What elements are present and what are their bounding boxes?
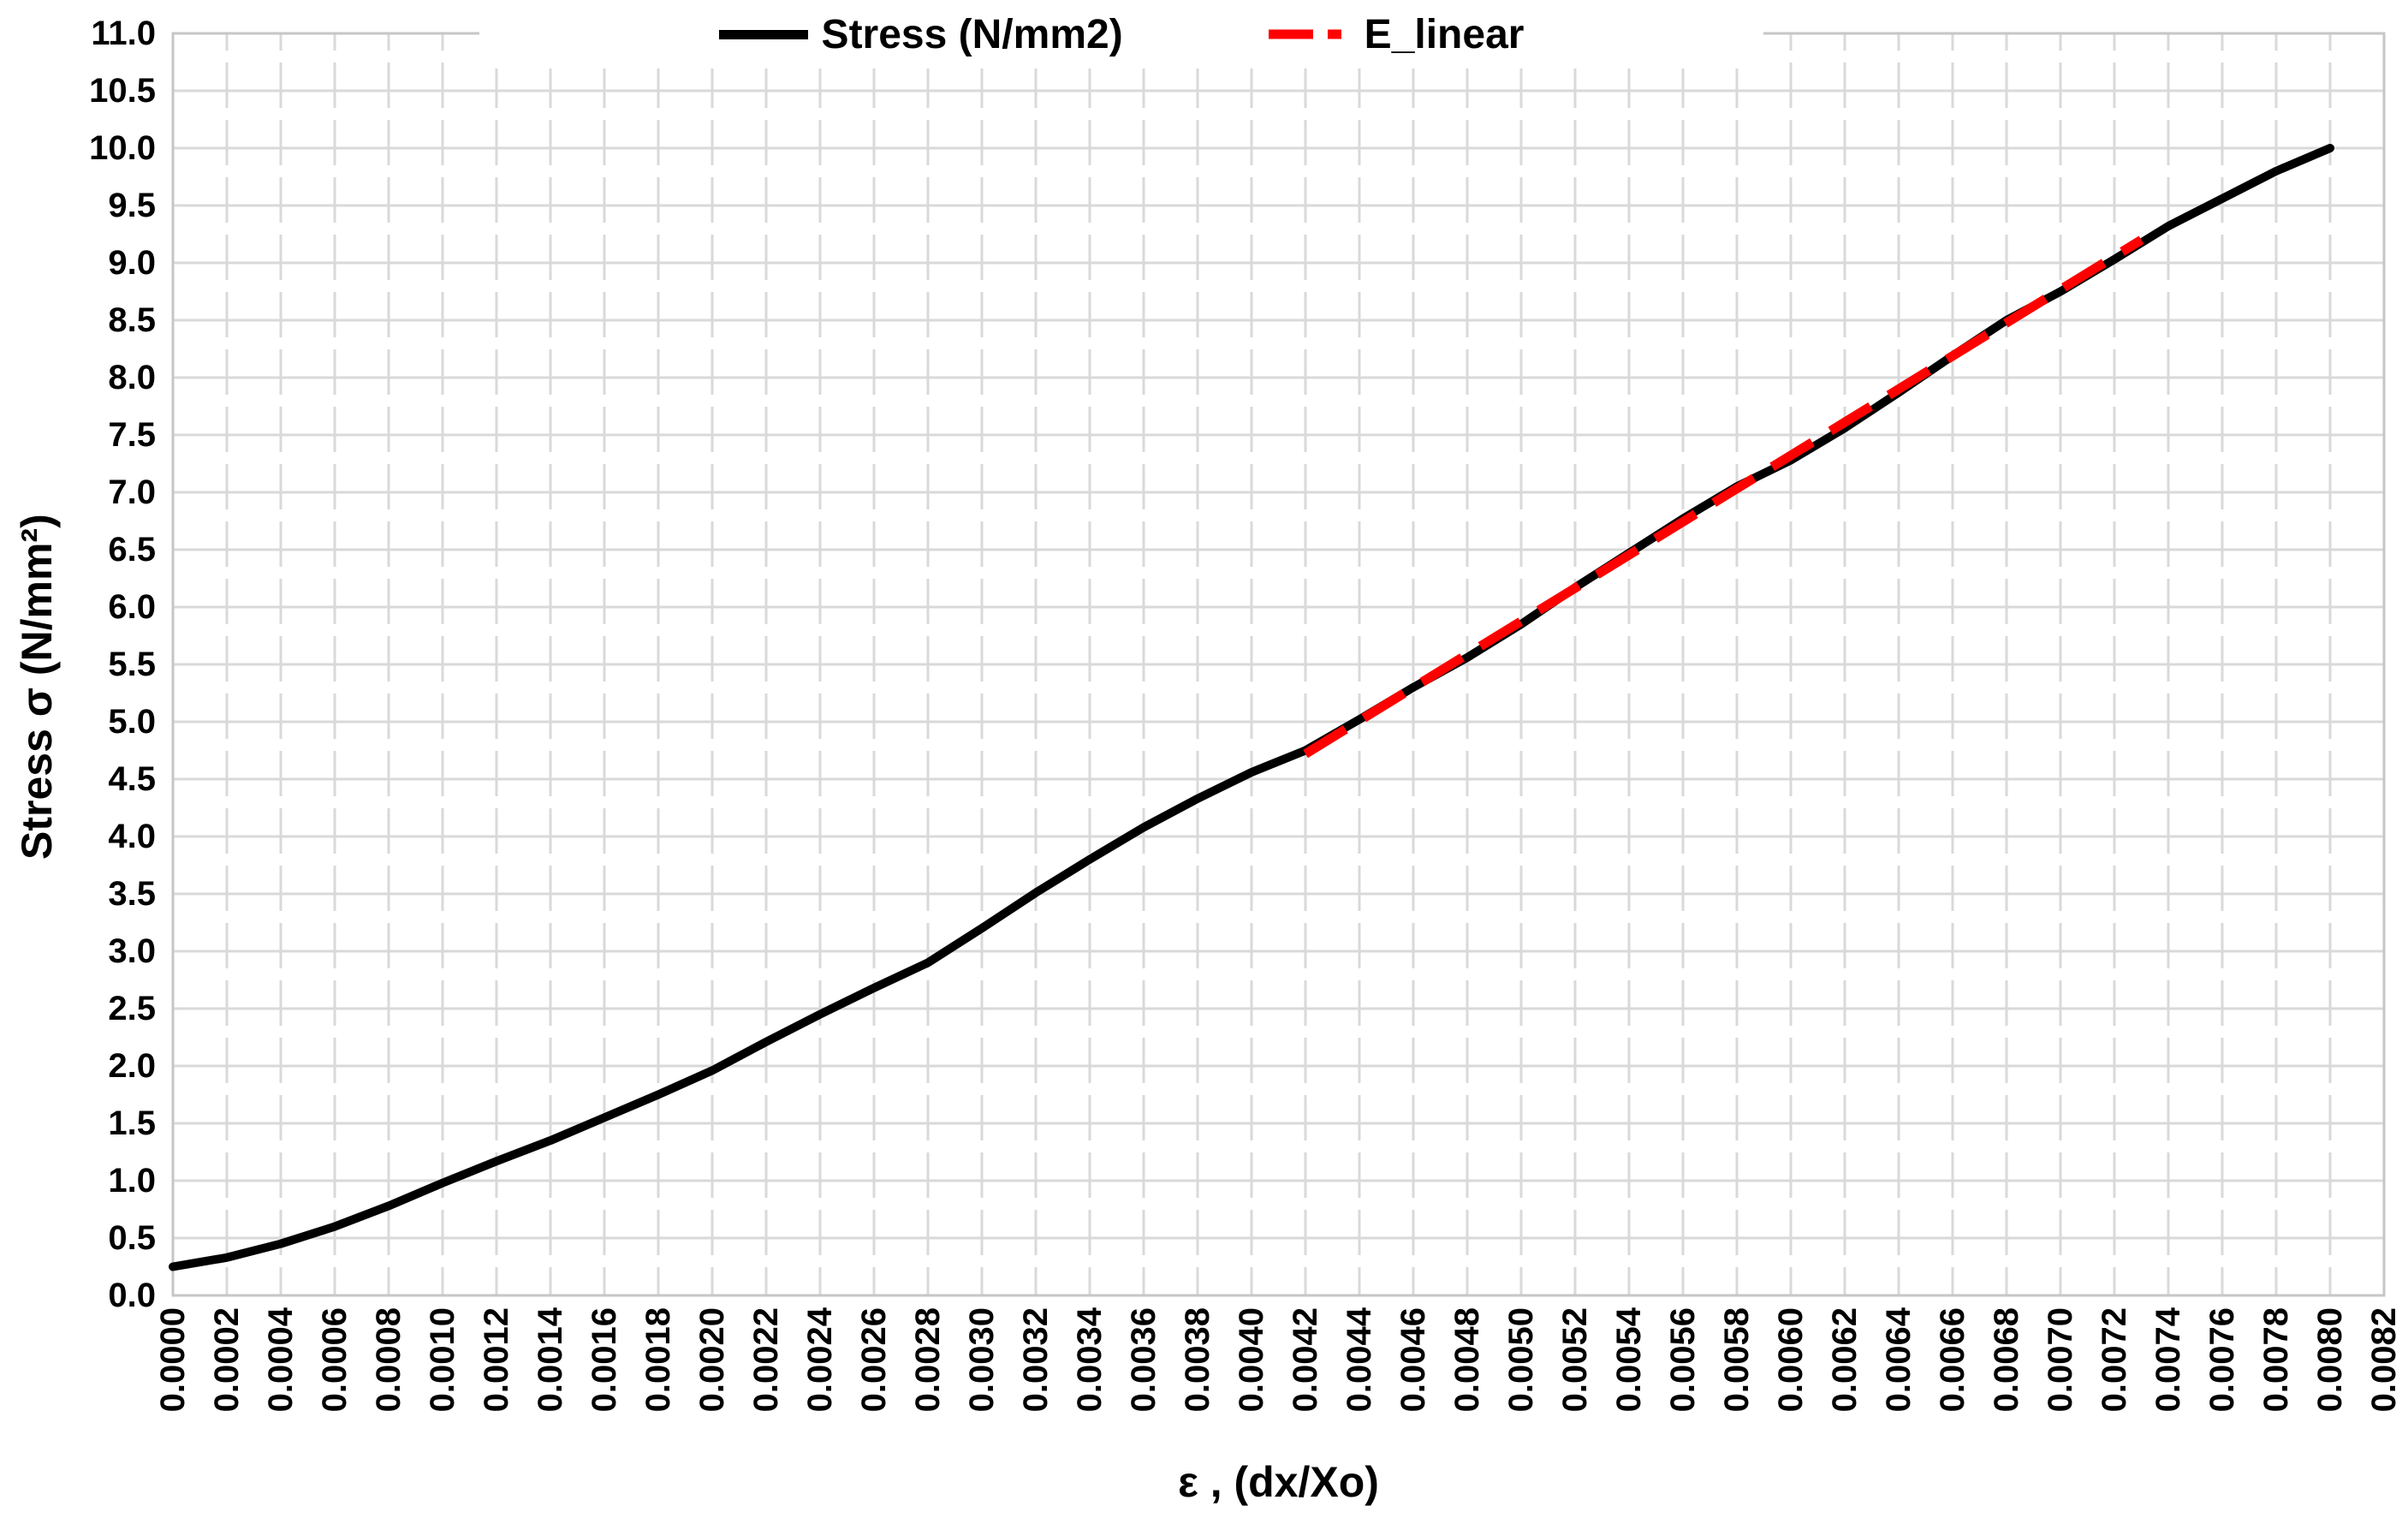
x-tick-label: 0.0050 [1502, 1307, 1540, 1413]
x-tick-label: 0.0004 [262, 1307, 300, 1413]
x-tick-label: 0.0046 [1394, 1307, 1432, 1413]
x-tick-label: 0.0038 [1179, 1307, 1216, 1413]
x-tick-label: 0.0032 [1017, 1307, 1055, 1413]
y-tick-label: 9.5 [108, 187, 156, 224]
y-tick-label: 8.0 [108, 359, 156, 396]
x-tick-label: 0.0020 [693, 1307, 731, 1413]
y-tick-label: 5.5 [108, 646, 156, 683]
x-tick-label: 0.0048 [1448, 1307, 1486, 1413]
y-tick-label: 2.0 [108, 1047, 156, 1085]
x-tick-label: 0.0010 [424, 1307, 461, 1413]
x-tick-label: 0.0024 [801, 1307, 839, 1413]
y-tick-label: 6.5 [108, 531, 156, 569]
x-tick-label: 0.0034 [1071, 1307, 1109, 1413]
x-tick-label: 0.0062 [1826, 1307, 1864, 1413]
y-tick-label: 0.0 [108, 1277, 156, 1314]
x-tick-label: 0.0068 [1988, 1307, 2025, 1413]
y-tick-label: 8.5 [108, 301, 156, 339]
x-tick-label: 0.0018 [639, 1307, 677, 1413]
y-tick-label: 9.0 [108, 244, 156, 282]
y-tick-label: 3.5 [108, 875, 156, 913]
x-tick-label: 0.0036 [1125, 1307, 1162, 1413]
y-tick-label: 6.0 [108, 588, 156, 626]
x-tick-label: 0.0012 [478, 1307, 515, 1413]
legend-swatch-e-linear [1268, 29, 1351, 39]
x-tick-label: 0.0052 [1556, 1307, 1594, 1413]
x-tick-label: 0.0058 [1718, 1307, 1756, 1413]
x-tick-label: 0.0030 [963, 1307, 1001, 1413]
legend-item-stress: Stress (N/mm2) [718, 11, 1123, 58]
legend-item-e-linear: E_linear [1268, 11, 1525, 58]
y-tick-label: 3.0 [108, 932, 156, 970]
y-tick-label: 10.5 [89, 72, 156, 110]
y-tick-label: 1.5 [108, 1104, 156, 1142]
x-tick-label: 0.0082 [2365, 1307, 2403, 1413]
series-line-e-linear [1303, 235, 2144, 759]
y-tick-label: 5.0 [108, 703, 156, 741]
x-tick-label: 0.0000 [154, 1307, 192, 1413]
y-tick-label: 1.0 [108, 1162, 156, 1200]
y-tick-label: 4.5 [108, 760, 156, 798]
y-tick-label: 0.5 [108, 1219, 156, 1257]
x-tick-label: 0.0064 [1880, 1307, 1917, 1413]
x-tick-label: 0.0056 [1664, 1307, 1702, 1413]
x-tick-label: 0.0060 [1772, 1307, 1810, 1413]
x-tick-label: 0.0078 [2257, 1307, 2295, 1413]
x-tick-label: 0.0044 [1341, 1307, 1378, 1413]
y-tick-label: 11.0 [91, 15, 156, 52]
x-tick-label: 0.0022 [747, 1307, 785, 1413]
y-tick-label: 7.0 [108, 473, 156, 511]
x-tick-label: 0.0054 [1610, 1307, 1648, 1413]
x-tick-label: 0.0072 [2096, 1307, 2133, 1413]
x-tick-label: 0.0080 [2311, 1307, 2349, 1413]
legend-label-stress: Stress (N/mm2) [821, 11, 1123, 57]
legend-label-e-linear: E_linear [1364, 11, 1525, 57]
x-tick-label: 0.0042 [1287, 1307, 1324, 1413]
x-tick-label: 0.0006 [316, 1307, 354, 1413]
x-tick-label: 0.0070 [2042, 1307, 2079, 1413]
x-tick-label: 0.0016 [586, 1307, 623, 1413]
y-axis-title: Stress σ (N/mm²) [13, 514, 61, 860]
x-tick-label: 0.0040 [1233, 1307, 1270, 1413]
x-tick-label: 0.0008 [370, 1307, 407, 1413]
y-tick-label: 2.5 [108, 990, 156, 1027]
x-axis-title: ε , (dx/Xo) [1178, 1458, 1379, 1506]
legend-swatch-stress [718, 29, 808, 39]
y-tick-label: 4.0 [108, 818, 156, 855]
x-tick-label: 0.0002 [208, 1307, 246, 1413]
x-tick-label: 0.0014 [532, 1307, 569, 1413]
x-tick-label: 0.0026 [855, 1307, 893, 1413]
x-tick-label: 0.0066 [1934, 1307, 1971, 1413]
x-tick-label: 0.0076 [2203, 1307, 2241, 1413]
y-tick-label: 10.0 [89, 129, 156, 167]
y-tick-label: 7.5 [108, 416, 156, 454]
x-tick-label: 0.0028 [909, 1307, 947, 1413]
x-tick-label: 0.0074 [2149, 1307, 2187, 1413]
chart-legend: Stress (N/mm2) E_linear [479, 0, 1763, 68]
